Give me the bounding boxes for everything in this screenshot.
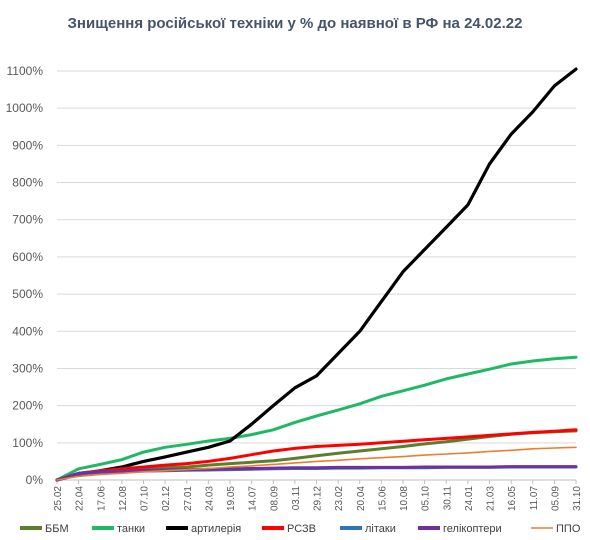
- x-tick-label: 30.11: [442, 486, 453, 511]
- series-line-2: [55, 67, 578, 482]
- x-tick-label: 22.04: [75, 486, 86, 511]
- x-tick-label: 19.05: [226, 486, 237, 511]
- series-line-6: [56, 446, 577, 481]
- y-tick-label: 900%: [12, 138, 43, 152]
- x-tick-label: 29.12: [313, 486, 324, 511]
- y-tick-label: 1100%: [7, 64, 44, 78]
- legend: ББМ танки артилерія РСЗВ літаки гелікоптери ПП…: [20, 523, 581, 535]
- legend-label: РСЗВ: [287, 523, 316, 535]
- legend-label: літаки: [365, 523, 396, 535]
- y-tick-label: 400%: [12, 324, 43, 338]
- x-tick-label: 05.09: [550, 486, 561, 511]
- y-tick-label: 500%: [12, 287, 43, 301]
- axis-layer: 0% 100% 200% 300% 400% 500% 600% 700% 800% 900% 10…: [6, 64, 583, 511]
- legend-label: ББМ: [45, 523, 69, 535]
- series-layer: [55, 67, 578, 482]
- y-tick-label: 600%: [12, 250, 43, 264]
- series-line-3: [55, 428, 578, 482]
- x-tick-label: 14.07: [248, 486, 259, 511]
- y-tick-label: 200%: [12, 399, 43, 413]
- legend-label: гелікоптери: [443, 523, 502, 535]
- legend-label: танки: [117, 523, 145, 535]
- x-tick-label: 24.03: [204, 486, 215, 511]
- grid-layer: [57, 70, 576, 481]
- x-tick-label: 20.04: [356, 486, 367, 511]
- x-tick-label: 02.12: [161, 486, 172, 511]
- y-tick-label: 1000%: [6, 101, 44, 115]
- y-tick-label: 700%: [12, 213, 43, 227]
- x-tick-label: 24.01: [464, 486, 475, 511]
- x-tick-label: 07.10: [140, 486, 151, 511]
- x-tick-label: 05.10: [421, 486, 432, 511]
- x-tick-label: 16.05: [507, 486, 518, 511]
- x-tick-label: 21.03: [486, 486, 497, 511]
- y-tick-label: 100%: [12, 436, 43, 450]
- y-tick-label: 800%: [12, 176, 43, 190]
- chart-title: Знищення російської техніки у % до наявн…: [68, 15, 523, 32]
- y-tick-label: 0%: [26, 473, 44, 487]
- series-line-1: [55, 355, 578, 482]
- x-tick-label: 23.02: [334, 486, 345, 511]
- x-tick-label: 15.06: [377, 486, 388, 511]
- x-tick-label: 08.09: [269, 486, 280, 511]
- legend-label: артилерія: [191, 523, 241, 535]
- x-tick-label: 27.01: [183, 486, 194, 511]
- series-line-5: [55, 465, 578, 482]
- x-tick-label: 17.06: [96, 486, 107, 511]
- x-tick-label: 10.08: [399, 486, 410, 511]
- y-tick-label: 300%: [12, 361, 43, 375]
- x-tick-label: 11.07: [529, 486, 540, 511]
- x-tick-label: 25.02: [53, 486, 64, 511]
- x-tick-label: 31.10: [572, 486, 583, 511]
- x-tick-label: 12.08: [118, 486, 129, 511]
- legend-label: ППО: [556, 523, 581, 535]
- x-tick-label: 03.11: [291, 486, 302, 511]
